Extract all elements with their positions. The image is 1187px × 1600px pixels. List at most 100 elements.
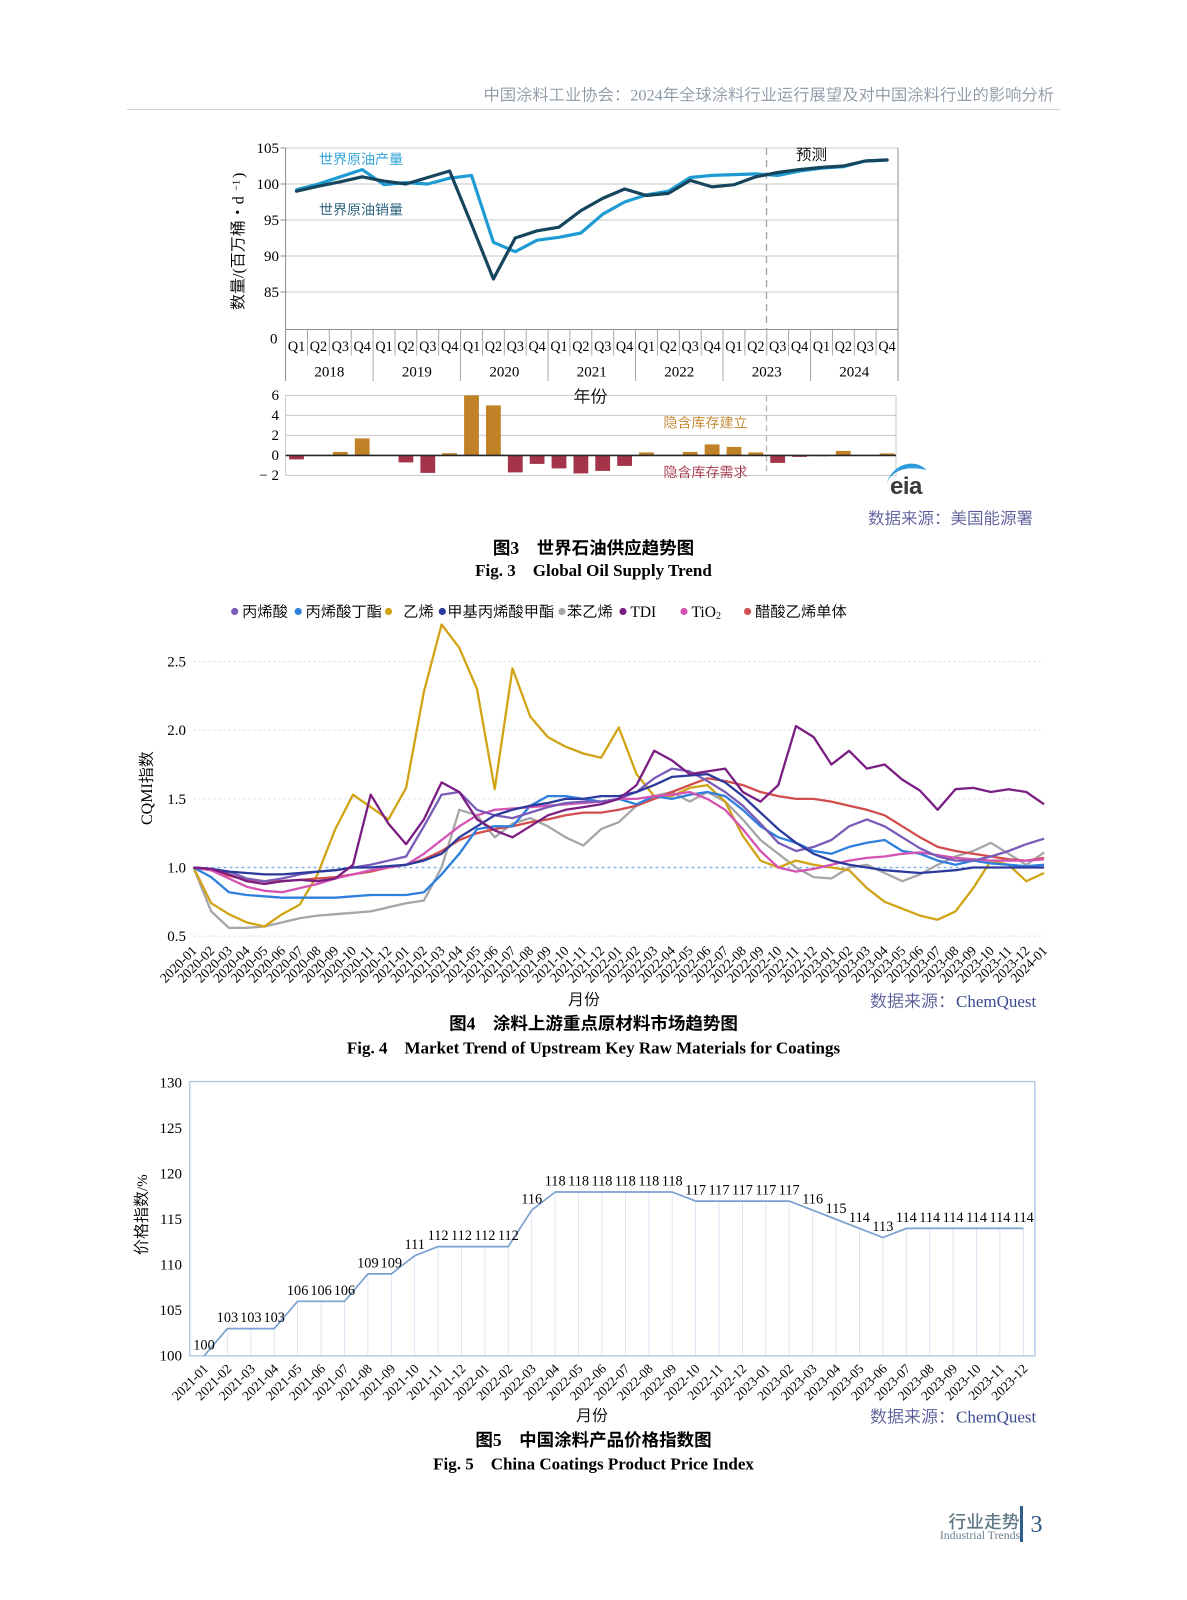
svg-text:90: 90 — [264, 249, 279, 265]
svg-text:TiO2: TiO2 — [692, 604, 721, 622]
svg-text:Q3: Q3 — [332, 339, 349, 355]
svg-text:2: 2 — [272, 428, 280, 444]
svg-text:106: 106 — [310, 1283, 331, 1299]
svg-text:103: 103 — [217, 1310, 238, 1326]
svg-text:105: 105 — [160, 1303, 183, 1319]
svg-text:95: 95 — [264, 213, 279, 229]
svg-text:Q3: Q3 — [769, 339, 786, 355]
svg-text:): ) — [231, 173, 248, 178]
svg-text:120: 120 — [160, 1166, 183, 1182]
svg-text:ChemQuest: ChemQuest — [956, 1408, 1037, 1427]
svg-text:109: 109 — [357, 1255, 378, 1271]
svg-text:CQMI: CQMI — [139, 783, 156, 825]
svg-text:114: 114 — [1013, 1210, 1034, 1226]
svg-text:Q4: Q4 — [878, 339, 895, 355]
svg-text:2019: 2019 — [402, 365, 432, 381]
svg-text:5: 5 — [493, 1430, 502, 1450]
svg-text:Q2: Q2 — [747, 339, 764, 355]
svg-text:85: 85 — [264, 285, 279, 301]
svg-text:Q1: Q1 — [638, 339, 655, 355]
svg-text:d: d — [231, 196, 248, 204]
svg-text:Q2: Q2 — [835, 339, 852, 355]
svg-text:116: 116 — [521, 1192, 542, 1208]
svg-text:Q1: Q1 — [550, 339, 567, 355]
svg-text:2024: 2024 — [630, 86, 663, 105]
svg-text:Q4: Q4 — [353, 339, 370, 355]
svg-text:117: 117 — [779, 1183, 800, 1199]
svg-text:103: 103 — [240, 1310, 261, 1326]
svg-text:Q3: Q3 — [594, 339, 611, 355]
svg-text:Q1: Q1 — [813, 339, 830, 355]
svg-text:118: 118 — [592, 1173, 613, 1189]
svg-text:112: 112 — [428, 1228, 449, 1244]
svg-text:114: 114 — [943, 1210, 964, 1226]
svg-text:6: 6 — [272, 388, 280, 404]
svg-text:−1: −1 — [232, 180, 243, 191]
svg-text:114: 114 — [896, 1210, 917, 1226]
svg-text:106: 106 — [334, 1283, 355, 1299]
svg-text:Q2: Q2 — [660, 339, 677, 355]
svg-text:Fig. 3 Global Oil Supply Tr: Fig. 3 Global Oil Supply Trend — [475, 561, 712, 580]
svg-text:Q4: Q4 — [441, 339, 458, 355]
svg-text:Q2: Q2 — [485, 339, 502, 355]
svg-text:100: 100 — [193, 1337, 214, 1353]
svg-text:112: 112 — [451, 1228, 472, 1244]
svg-text:116: 116 — [802, 1192, 823, 1208]
svg-text:112: 112 — [474, 1228, 495, 1244]
svg-text:2021: 2021 — [577, 365, 607, 381]
svg-text:100: 100 — [160, 1349, 183, 1365]
svg-text:Q4: Q4 — [791, 339, 808, 355]
svg-text:0: 0 — [272, 448, 280, 464]
svg-text:1.5: 1.5 — [167, 792, 186, 808]
svg-text:115: 115 — [160, 1212, 182, 1228]
svg-text:Q2: Q2 — [310, 339, 327, 355]
svg-text:2.5: 2.5 — [167, 655, 186, 671]
svg-text:103: 103 — [264, 1310, 285, 1326]
svg-text:Q3: Q3 — [507, 339, 524, 355]
svg-text:Q1: Q1 — [725, 339, 742, 355]
svg-text:2022: 2022 — [664, 365, 694, 381]
svg-text:118: 118 — [545, 1173, 566, 1189]
svg-text:118: 118 — [568, 1173, 589, 1189]
svg-text:2023: 2023 — [752, 365, 782, 381]
svg-text:Q3: Q3 — [857, 339, 874, 355]
svg-text:Q2: Q2 — [397, 339, 414, 355]
svg-text:0.5: 0.5 — [167, 929, 186, 945]
svg-text:ChemQuest: ChemQuest — [956, 992, 1037, 1011]
svg-text:114: 114 — [849, 1210, 870, 1226]
svg-text:115: 115 — [826, 1201, 847, 1217]
svg-text:Fig. 4 Market Trend of Upst: Fig. 4 Market Trend of Upstream Key Raw … — [347, 1039, 841, 1058]
svg-text:Industrial Trends: Industrial Trends — [940, 1528, 1021, 1542]
svg-text:3: 3 — [510, 538, 519, 558]
svg-text:TDI: TDI — [630, 604, 656, 621]
svg-text:2018: 2018 — [314, 365, 344, 381]
svg-text:Fig. 5 China Coatings Produ: Fig. 5 China Coatings Product Price Inde… — [433, 1455, 754, 1474]
svg-text:117: 117 — [709, 1183, 730, 1199]
svg-text:2.0: 2.0 — [167, 723, 186, 739]
svg-text:4: 4 — [272, 408, 280, 424]
svg-text:eia: eia — [890, 473, 923, 500]
svg-text:/(: /( — [231, 268, 248, 278]
svg-text:Q3: Q3 — [419, 339, 436, 355]
svg-text:2020: 2020 — [489, 365, 519, 381]
svg-text:1.0: 1.0 — [167, 861, 186, 877]
svg-text:2024: 2024 — [839, 365, 870, 381]
svg-text:118: 118 — [638, 1173, 659, 1189]
svg-text:117: 117 — [732, 1183, 753, 1199]
svg-text:Q1: Q1 — [463, 339, 480, 355]
svg-text:113: 113 — [872, 1219, 893, 1235]
svg-text:112: 112 — [498, 1228, 519, 1244]
svg-text:/%: /% — [135, 1174, 151, 1191]
svg-text:Q4: Q4 — [528, 339, 545, 355]
svg-text:130: 130 — [160, 1075, 183, 1091]
svg-text:4: 4 — [467, 1014, 476, 1034]
svg-text:109: 109 — [381, 1255, 402, 1271]
svg-text:117: 117 — [755, 1183, 776, 1199]
svg-text:106: 106 — [287, 1283, 308, 1299]
svg-text:Q2: Q2 — [572, 339, 589, 355]
svg-text:110: 110 — [160, 1258, 182, 1274]
svg-text:114: 114 — [989, 1210, 1010, 1226]
svg-text:− 2: − 2 — [259, 468, 279, 484]
svg-text:100: 100 — [257, 177, 280, 193]
svg-text:Q4: Q4 — [703, 339, 720, 355]
